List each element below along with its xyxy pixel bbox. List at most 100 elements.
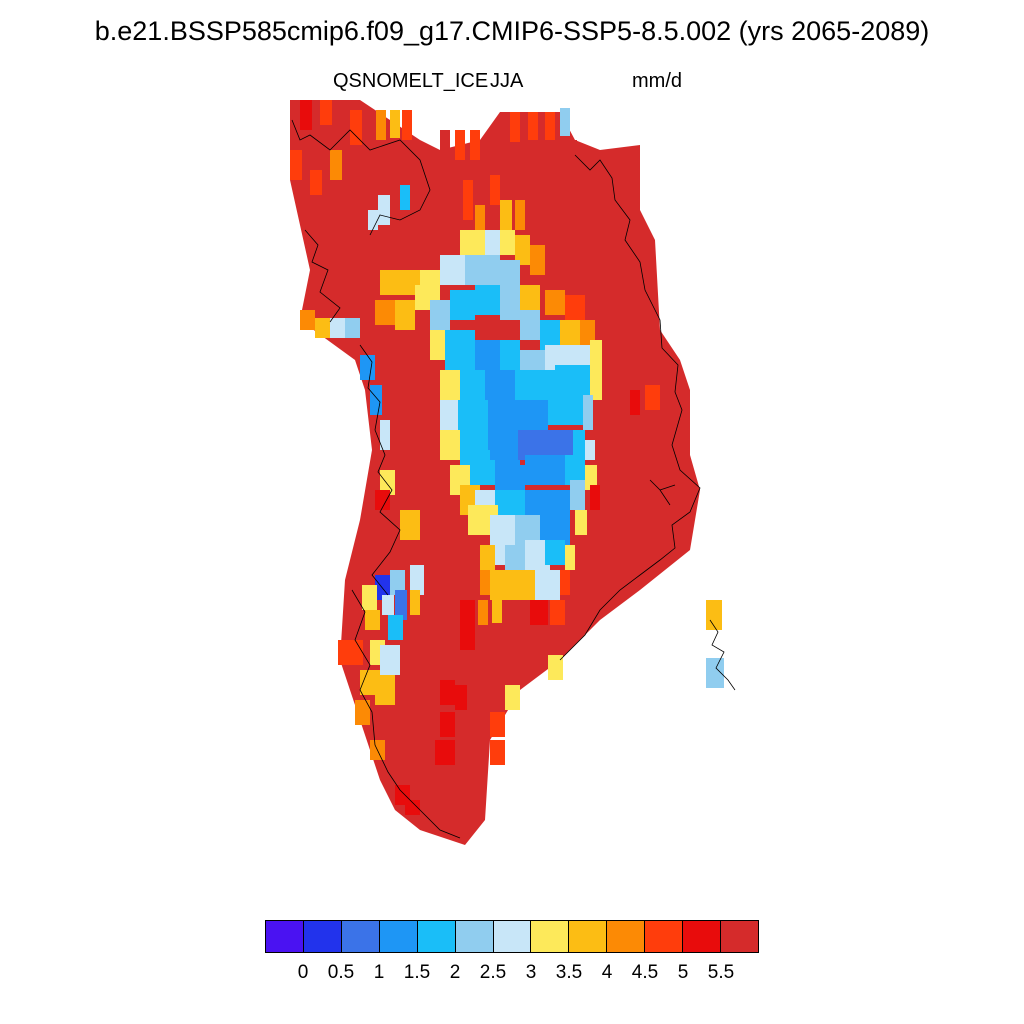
grid-cell xyxy=(545,290,565,315)
grid-cell xyxy=(480,545,495,570)
grid-cell xyxy=(300,310,315,330)
colorbar-box xyxy=(455,921,494,952)
grid-cell xyxy=(525,455,565,485)
grid-cell xyxy=(478,600,488,625)
grid-cell xyxy=(500,230,515,255)
colorbar-tick-label: 5.5 xyxy=(707,962,735,983)
colorbar-box xyxy=(266,921,304,952)
colorbar-labels: 0 0.5 1 1.5 2 2.5 3 3.5 4 4.5 5 5.5 xyxy=(0,962,1024,988)
grid-cell xyxy=(380,420,390,450)
grid-cell xyxy=(400,185,410,210)
grid-cell xyxy=(375,675,395,705)
grid-cell xyxy=(500,260,520,290)
grid-cell xyxy=(565,545,575,570)
grid-cell xyxy=(395,300,415,330)
grid-cell xyxy=(350,110,362,145)
colorbar-tick-label: 1.5 xyxy=(403,962,431,983)
grid-cell xyxy=(565,140,577,165)
grid-cell xyxy=(405,800,420,815)
grid-cell xyxy=(490,175,500,205)
grid-cell xyxy=(320,100,332,125)
grid-cell xyxy=(560,108,570,136)
grid-cell xyxy=(555,365,590,395)
colorbar-tick-label: 1 xyxy=(373,962,385,983)
grid-cell xyxy=(548,655,563,680)
colorbar-tick-label: 3 xyxy=(525,962,537,983)
grid-cell xyxy=(490,570,515,600)
grid-cell xyxy=(590,340,602,380)
grid-cell xyxy=(395,590,407,620)
grid-cell xyxy=(500,200,512,230)
grid-cell xyxy=(518,400,548,430)
grid-cell xyxy=(645,385,660,410)
grid-cell xyxy=(535,570,560,600)
figure-title: b.e21.BSSP585cmip6.f09_g17.CMIP6-SSP5-8.… xyxy=(94,16,930,46)
grid-cell xyxy=(540,320,560,350)
grid-cell xyxy=(376,110,386,140)
colorbar-tick-label: 4.5 xyxy=(631,962,659,983)
grid-cell xyxy=(545,540,565,565)
colorbar-box xyxy=(531,921,570,952)
colorbar-tick-label: 2.5 xyxy=(479,962,507,983)
colorbar-tick-label: 2 xyxy=(449,962,461,983)
grid-cell xyxy=(370,385,382,415)
colorbar-tick-label: 3.5 xyxy=(555,962,583,983)
grid-cell xyxy=(465,255,500,285)
grid-cell xyxy=(435,740,455,765)
grid-cell xyxy=(450,290,475,320)
grid-cell xyxy=(460,625,475,650)
colorbar-tick-label: 0.5 xyxy=(327,962,355,983)
grid-cell xyxy=(515,200,525,230)
grid-cell xyxy=(520,310,540,340)
grid-cell xyxy=(440,370,460,400)
colorbar-box xyxy=(379,921,418,952)
grid-cell xyxy=(400,510,420,540)
grid-cell xyxy=(505,685,520,710)
grid-cell xyxy=(515,235,530,265)
grid-cell xyxy=(475,285,500,315)
colorbar-box xyxy=(607,921,646,952)
grid-cell xyxy=(375,490,390,510)
grid-cell xyxy=(410,565,424,595)
grid-cell xyxy=(315,318,330,338)
colorbar-box xyxy=(417,921,456,952)
grid-cell xyxy=(290,150,302,180)
season-label: JJA xyxy=(490,70,524,92)
grid-cell xyxy=(528,112,538,140)
grid-cell xyxy=(630,390,640,415)
grid-cell xyxy=(492,598,502,623)
grid-cell xyxy=(560,320,580,350)
grid-cell xyxy=(460,600,475,625)
variable-label: QSNOMELT_ICE xyxy=(333,70,489,92)
grid-cell xyxy=(583,395,593,430)
grid-cell xyxy=(310,170,322,195)
grid-cell xyxy=(440,712,455,737)
colorbar-tick-label: 0 xyxy=(297,962,309,983)
grid-cell xyxy=(590,485,600,510)
grid-cell xyxy=(440,130,450,160)
grid-cell xyxy=(345,318,360,338)
colorbar-tick-label: 4 xyxy=(601,962,613,983)
grid-cell xyxy=(500,340,520,370)
colorbar-box xyxy=(645,921,684,952)
data-cells xyxy=(290,100,660,815)
grid-cell xyxy=(490,712,505,737)
grid-cell xyxy=(300,100,312,130)
grid-cell xyxy=(365,610,380,630)
grid-cell xyxy=(490,740,505,765)
grid-cell xyxy=(402,110,412,140)
grid-cell xyxy=(380,645,400,675)
grid-cell xyxy=(330,318,345,338)
colorbar xyxy=(265,920,759,953)
grid-cell xyxy=(575,510,587,535)
grid-cell xyxy=(548,395,583,425)
grid-cell xyxy=(530,600,548,625)
grid-cell xyxy=(520,285,540,310)
grid-cell xyxy=(378,195,390,225)
grid-cell xyxy=(390,570,405,595)
grid-cell xyxy=(485,230,500,255)
grid-cell xyxy=(585,440,595,460)
grid-cell xyxy=(360,355,375,380)
grid-cell xyxy=(475,340,500,370)
